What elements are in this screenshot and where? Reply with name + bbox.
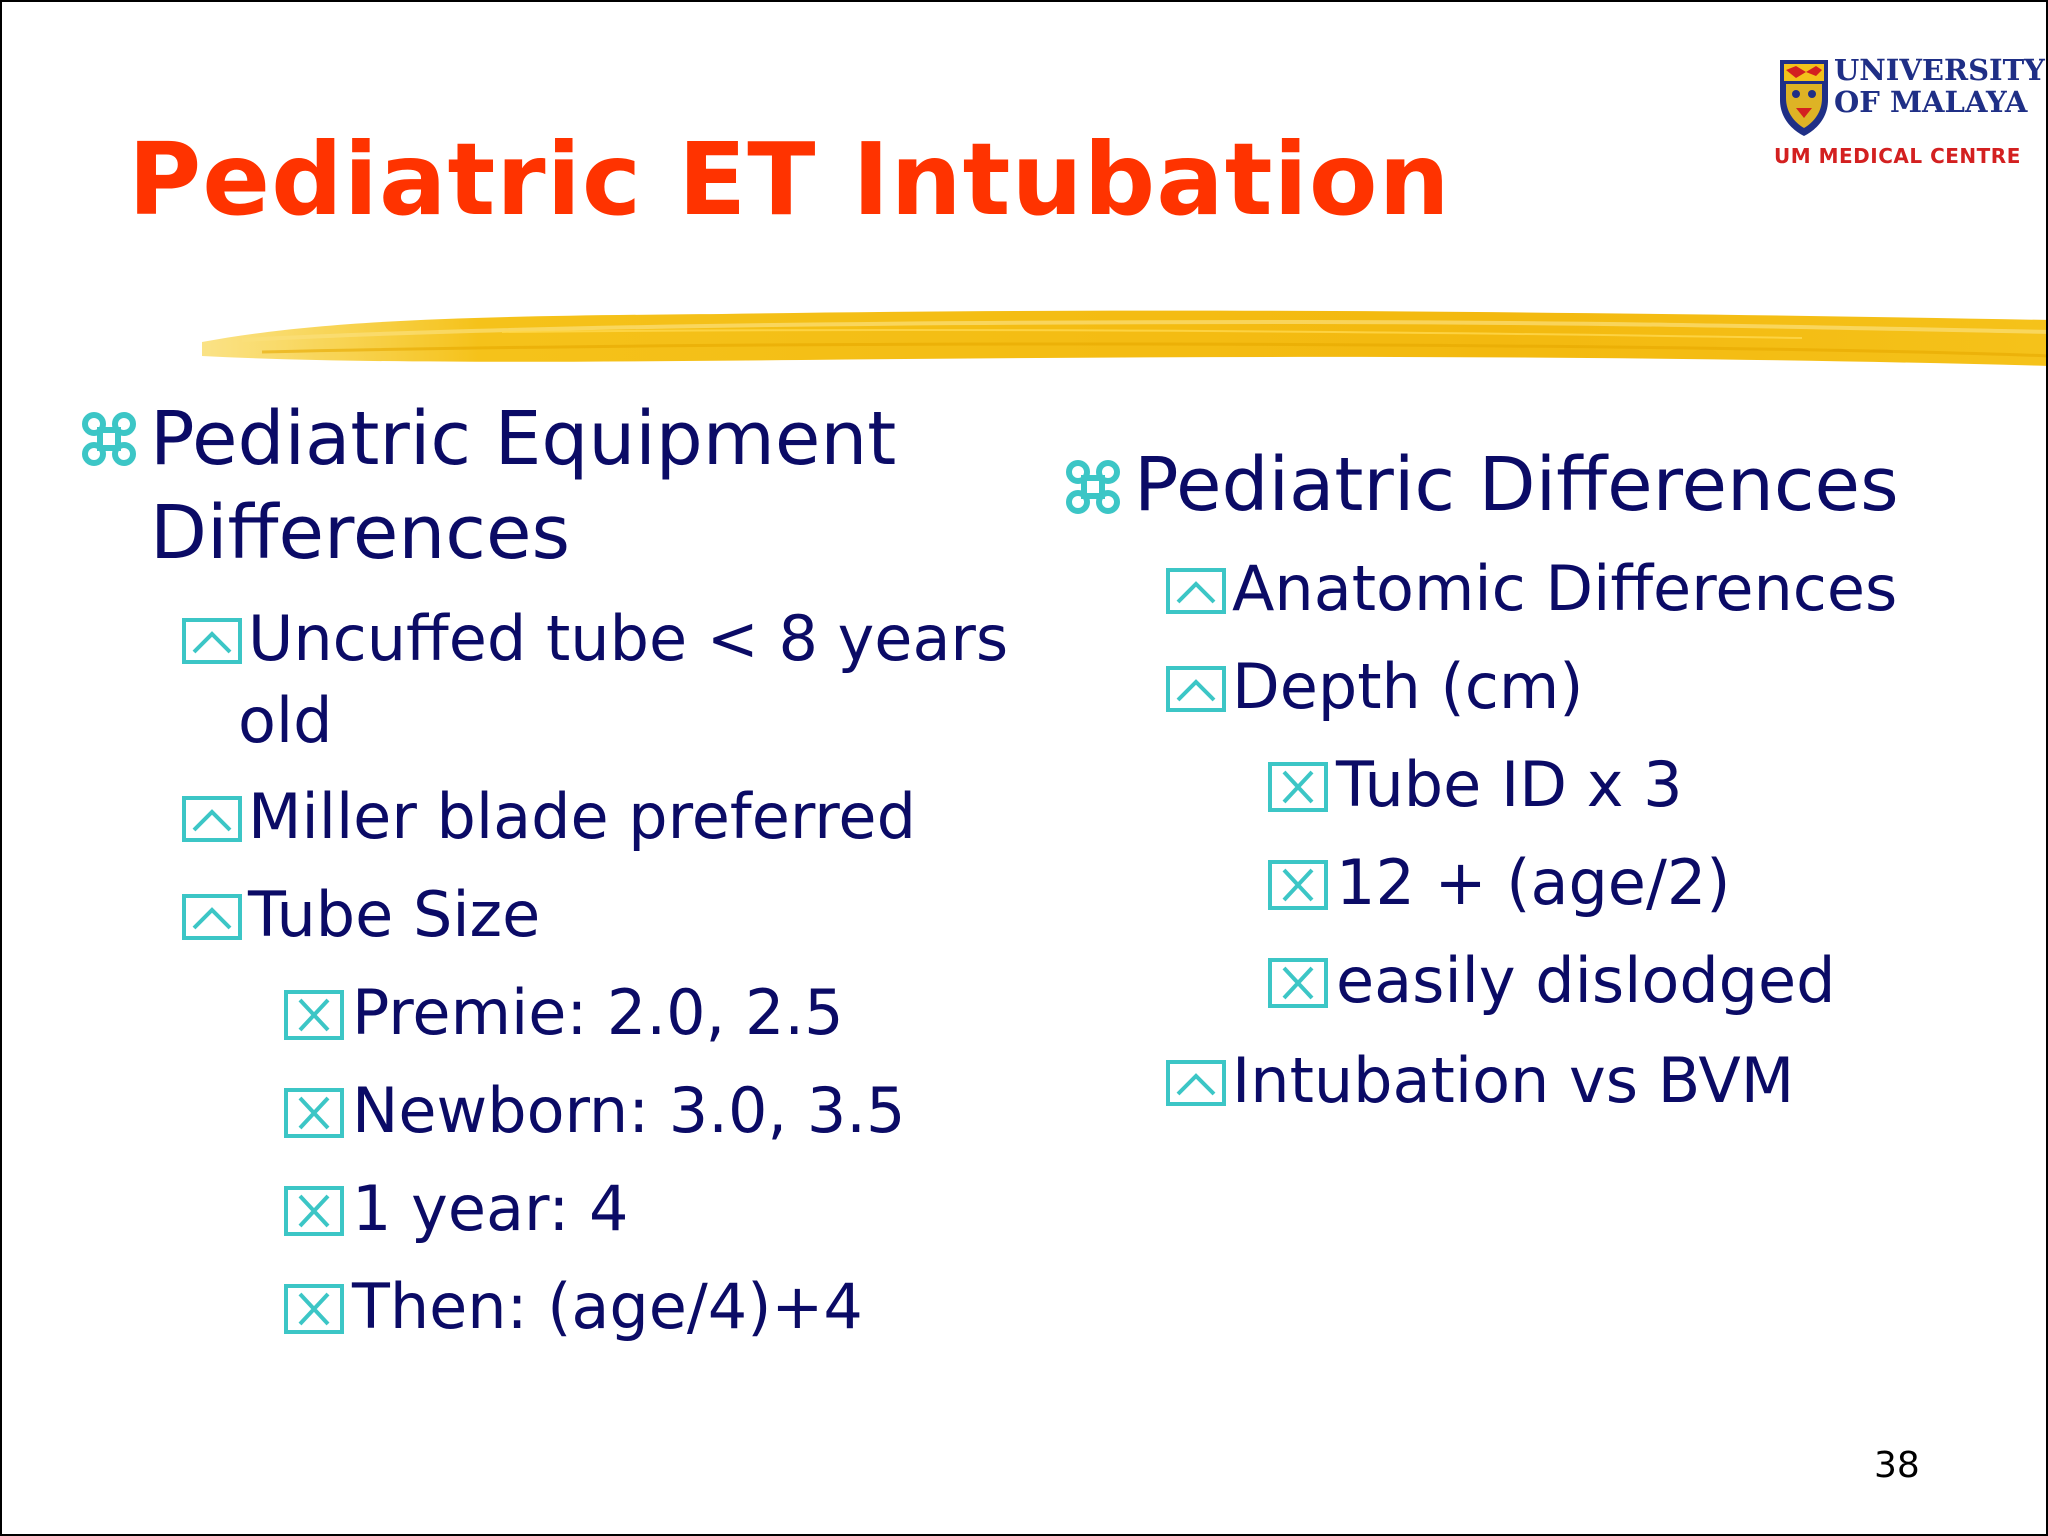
right-item-2: Depth (cm) (1232, 650, 1584, 723)
slide-title: Pediatric ET Intubation (128, 121, 1451, 238)
logo-line-medical-centre: UM MEDICAL CENTRE (1774, 144, 2021, 168)
university-logo: UNIVERSITY OF MALAYA UM MEDICAL CENTRE (1772, 52, 2045, 172)
left-item-1-line1: Uncuffed tube < 8 years (248, 602, 1009, 675)
left-subitem-2: Newborn: 3.0, 3.5 (352, 1074, 906, 1147)
x-box-icon (1268, 860, 1328, 910)
x-box-icon (1268, 958, 1328, 1008)
left-item-2: Miller blade preferred (248, 780, 916, 853)
left-item-1-line2: old (238, 684, 333, 757)
right-item-3: Intubation vs BVM (1232, 1044, 1795, 1117)
x-box-icon (284, 1186, 344, 1236)
left-subitem-4: Then: (age/4)+4 (352, 1270, 863, 1343)
command-key-icon (1066, 460, 1120, 514)
left-heading-line1: Pediatric Equipment (150, 396, 897, 482)
chevron-up-box-icon (1166, 568, 1226, 614)
x-box-icon (284, 1088, 344, 1138)
right-subitem-3: easily dislodged (1336, 944, 1836, 1017)
chevron-up-box-icon (1166, 666, 1226, 712)
chevron-up-box-icon (182, 894, 242, 940)
logo-line-of-malaya: OF MALAYA (1834, 85, 2028, 119)
brush-stroke-divider (202, 310, 2046, 366)
right-subitem-1: Tube ID x 3 (1336, 748, 1683, 821)
x-box-icon (284, 1284, 344, 1334)
right-heading: Pediatric Differences (1134, 442, 1899, 528)
chevron-up-box-icon (182, 618, 242, 664)
crest-icon (1780, 60, 1828, 136)
x-box-icon (1268, 762, 1328, 812)
left-subitem-1: Premie: 2.0, 2.5 (352, 976, 844, 1049)
chevron-up-box-icon (182, 796, 242, 842)
left-item-3: Tube Size (248, 878, 541, 951)
x-box-icon (284, 990, 344, 1040)
left-heading-line2: Differences (150, 490, 571, 576)
right-subitem-2: 12 + (age/2) (1336, 846, 1731, 919)
command-key-icon (82, 412, 136, 466)
page-number: 38 (1874, 1445, 1920, 1486)
right-item-1: Anatomic Differences (1232, 552, 1898, 625)
chevron-up-box-icon (1166, 1060, 1226, 1106)
left-subitem-3: 1 year: 4 (352, 1172, 629, 1245)
logo-line-university: UNIVERSITY (1834, 53, 2045, 87)
